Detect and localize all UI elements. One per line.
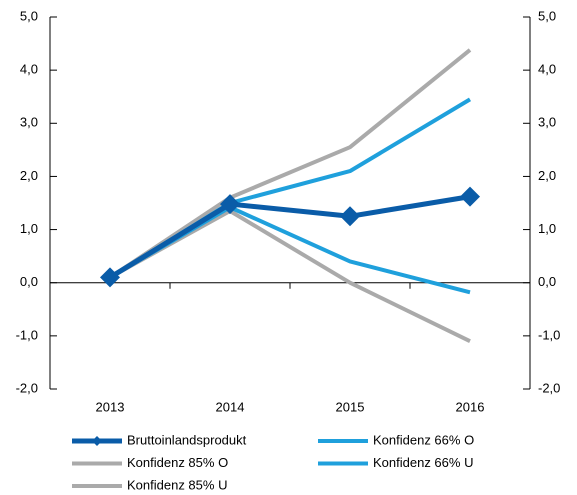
y-tick-label: 0,0 bbox=[20, 274, 38, 289]
y-tick-label: 4,0 bbox=[20, 62, 38, 77]
series-line bbox=[108, 48, 472, 280]
x-tick-label: 2014 bbox=[216, 399, 245, 414]
y-tick-label: -1,0 bbox=[16, 327, 38, 342]
series-line bbox=[108, 97, 472, 280]
marker bbox=[220, 194, 240, 215]
y2-tick-label: -1,0 bbox=[538, 327, 560, 342]
legend-label: Konfidenz 66% O bbox=[373, 432, 474, 447]
y-tick-label: 5,0 bbox=[20, 8, 38, 23]
x-tick-label: 2016 bbox=[456, 399, 485, 414]
marker bbox=[100, 267, 120, 288]
series-line bbox=[108, 194, 471, 280]
series-line bbox=[109, 208, 471, 343]
legend-marker bbox=[92, 436, 102, 446]
marker bbox=[460, 186, 480, 207]
x-tick-label: 2015 bbox=[336, 399, 365, 414]
legend-label: Konfidenz 66% U bbox=[373, 455, 473, 470]
y2-tick-label: 2,0 bbox=[538, 168, 556, 183]
y-tick-label: -2,0 bbox=[16, 380, 38, 395]
y2-tick-label: 1,0 bbox=[538, 221, 556, 236]
y2-tick-label: 3,0 bbox=[538, 115, 556, 130]
y-tick-label: 3,0 bbox=[20, 115, 38, 130]
y-tick-label: 1,0 bbox=[20, 221, 38, 236]
legend-label: Bruttoinlandsprodukt bbox=[127, 432, 247, 447]
y-tick-label: 2,0 bbox=[20, 168, 38, 183]
y2-tick-label: 4,0 bbox=[538, 62, 556, 77]
y2-tick-label: -2,0 bbox=[538, 380, 560, 395]
y2-tick-label: 5,0 bbox=[538, 8, 556, 23]
x-tick-label: 2013 bbox=[96, 399, 125, 414]
legend-label: Konfidenz 85% O bbox=[127, 455, 228, 470]
marker bbox=[340, 206, 360, 227]
legend-label: Konfidenz 85% U bbox=[127, 477, 227, 492]
y2-tick-label: 0,0 bbox=[538, 274, 556, 289]
